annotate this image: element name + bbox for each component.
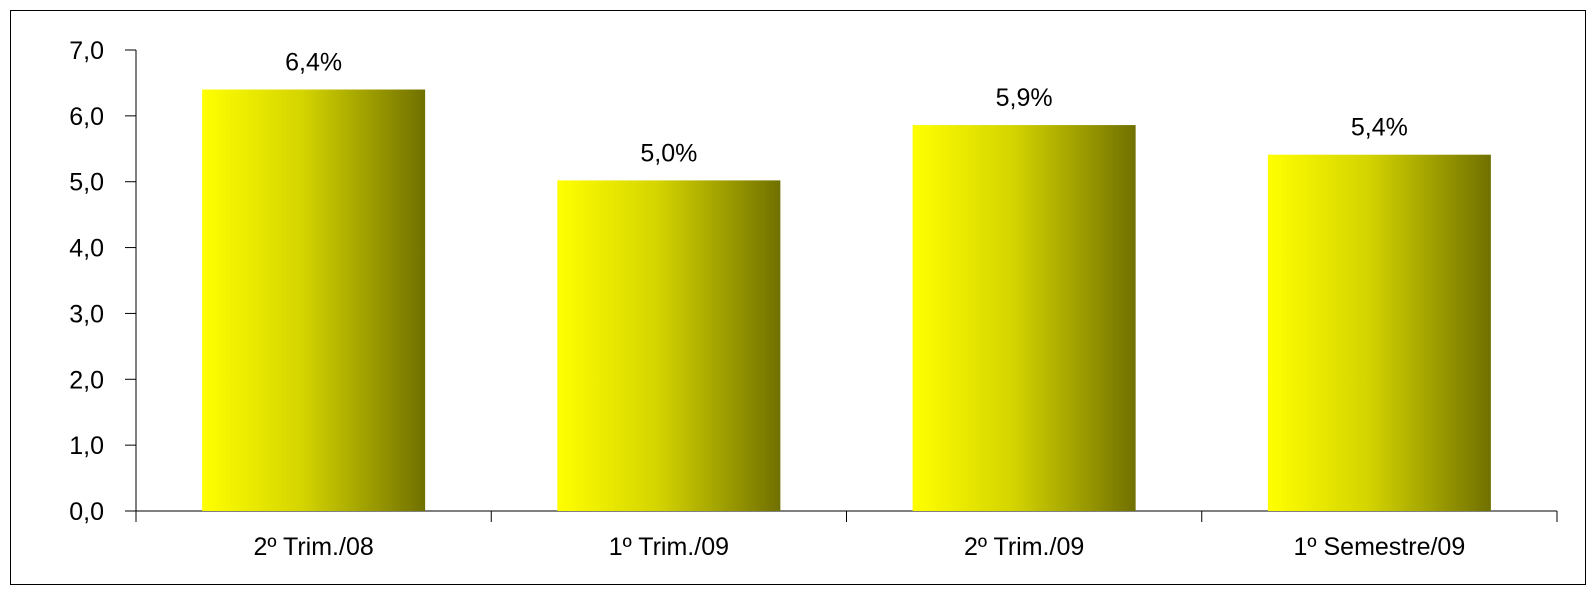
bar bbox=[1267, 154, 1491, 511]
data-labels: 6,4% 5,0% 5,9% 5,4% bbox=[285, 49, 1408, 168]
data-label: 5,4% bbox=[1351, 114, 1408, 142]
y-tick-label: 0,0 bbox=[69, 498, 104, 526]
bar bbox=[202, 89, 426, 511]
y-tick-label: 5,0 bbox=[69, 169, 104, 197]
data-label: 6,4% bbox=[285, 49, 342, 77]
y-tick-label: 3,0 bbox=[69, 300, 104, 328]
y-tick-label: 2,0 bbox=[69, 366, 104, 394]
data-label: 5,0% bbox=[640, 139, 697, 167]
data-label: 5,9% bbox=[996, 84, 1053, 112]
y-tick-label: 1,0 bbox=[69, 432, 104, 460]
x-axis bbox=[135, 510, 1558, 522]
y-tick-label: 7,0 bbox=[69, 37, 104, 65]
y-tick-label: 6,0 bbox=[69, 103, 104, 131]
category-label: 2º Trim./08 bbox=[253, 533, 373, 561]
category-label: 1º Trim./09 bbox=[609, 533, 729, 561]
bar bbox=[912, 125, 1136, 511]
y-tick-label: 4,0 bbox=[69, 235, 104, 263]
bars bbox=[202, 89, 1491, 511]
category-label: 2º Trim./09 bbox=[964, 533, 1084, 561]
bar bbox=[557, 180, 781, 511]
y-axis: 0,0 1,0 2,0 3,0 4,0 5,0 6,0 7,0 bbox=[69, 37, 137, 526]
category-label: 1º Semestre/09 bbox=[1294, 533, 1466, 561]
category-labels: 2º Trim./08 1º Trim./09 2º Trim./09 1º Seme… bbox=[253, 533, 1465, 561]
